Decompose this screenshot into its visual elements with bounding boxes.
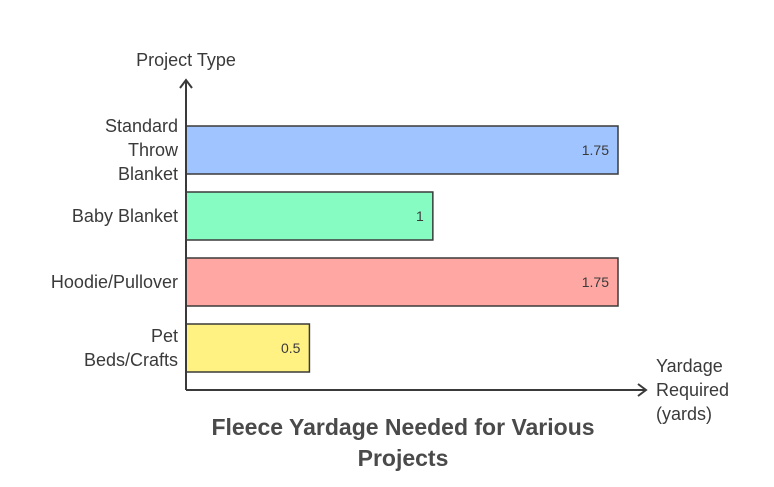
bar-value-label: 1.75: [582, 142, 609, 158]
bar-value-label: 1.75: [582, 274, 609, 290]
category-label-line: Throw: [128, 140, 179, 160]
category-label-line: Blanket: [118, 164, 178, 184]
x-axis-title-line: Yardage: [656, 356, 723, 376]
category-label-line: Baby Blanket: [72, 206, 178, 226]
bar: [185, 323, 311, 373]
bar: [185, 125, 619, 175]
chart-title: Fleece Yardage Needed for Various Projec…: [211, 414, 595, 471]
bar: [185, 191, 434, 241]
x-axis-title: Yardage Required (yards): [656, 356, 729, 424]
category-label-line: Beds/Crafts: [84, 350, 178, 370]
category-label: Hoodie/Pullover: [51, 272, 178, 292]
category-label: Baby Blanket: [72, 206, 178, 226]
y-axis-arrow-icon: [179, 78, 193, 89]
bars-group: 1.75 1 1.75 0.5: [185, 125, 619, 373]
axes-group: [179, 78, 648, 397]
category-label-line: Pet: [151, 326, 178, 346]
bar: [185, 257, 619, 307]
x-axis-title-line: Required: [656, 380, 729, 400]
x-axis-title-line: (yards): [656, 404, 712, 424]
bar-value-label: 0.5: [281, 340, 301, 356]
category-labels: Standard Throw Blanket Baby Blanket Hoodie/P…: [51, 116, 179, 370]
x-axis-arrow-icon: [637, 383, 648, 397]
category-label-line: Hoodie/Pullover: [51, 272, 178, 292]
y-axis-title: Project Type: [136, 50, 236, 70]
category-label: Standard Throw Blanket: [105, 116, 179, 184]
category-label: Pet Beds/Crafts: [84, 326, 178, 370]
category-label-line: Standard: [105, 116, 178, 136]
bar-value-label: 1: [416, 208, 424, 224]
